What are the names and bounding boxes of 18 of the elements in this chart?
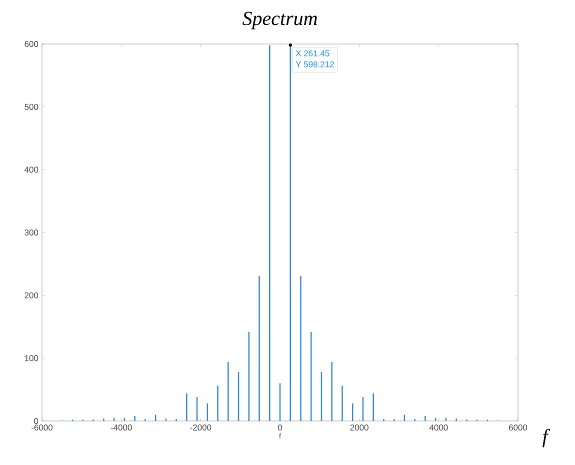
y-tick-label: 500 <box>24 104 38 110</box>
y-tick-label: 400 <box>24 166 38 173</box>
x-tick-label: 2000 <box>350 424 368 431</box>
x-tick-label: -2000 <box>190 424 212 431</box>
y-tick-label: 0 <box>34 418 38 424</box>
y-tick-label: 600 <box>24 40 38 47</box>
y-tick-label: 200 <box>24 292 38 298</box>
x-tick-label: 6000 <box>508 424 528 431</box>
x-tick-label: 0 <box>278 424 282 431</box>
x-tick-label: -4000 <box>110 424 132 431</box>
annotation: Y 598.212 <box>296 61 334 68</box>
y-tick-label: 300 <box>24 229 38 236</box>
x-tick-label: 4000 <box>429 424 448 431</box>
annotation: X 261.45 <box>296 50 330 56</box>
chart-title: Spectrum <box>242 12 317 30</box>
text: f <box>542 428 550 448</box>
y-tick-label: 100 <box>24 355 38 362</box>
x-tick-label: -6000 <box>32 424 53 431</box>
